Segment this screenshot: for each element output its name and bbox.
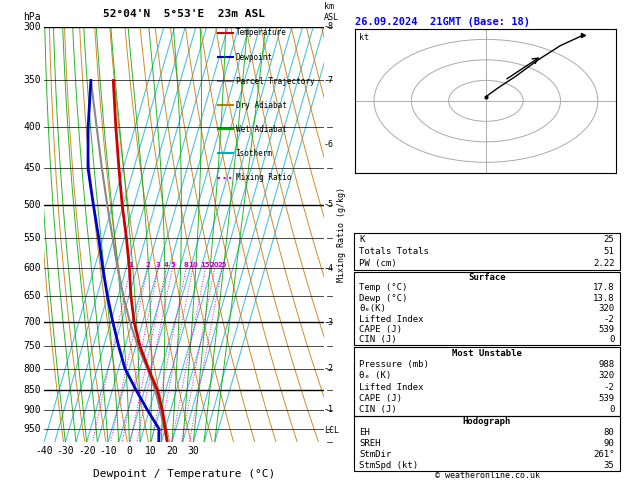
Text: 0: 0 bbox=[126, 446, 132, 456]
Text: 25: 25 bbox=[604, 235, 615, 244]
Text: -6: -6 bbox=[324, 139, 334, 149]
Text: 30: 30 bbox=[187, 446, 199, 456]
Text: 0: 0 bbox=[609, 335, 615, 345]
Text: Temp (°C): Temp (°C) bbox=[359, 283, 408, 292]
Text: EH: EH bbox=[359, 428, 370, 437]
Text: Mixing Ratio: Mixing Ratio bbox=[236, 173, 291, 182]
Text: 4: 4 bbox=[164, 262, 169, 268]
Text: StmSpd (kt): StmSpd (kt) bbox=[359, 461, 418, 470]
Text: 850: 850 bbox=[23, 385, 41, 395]
Text: Lifted Index: Lifted Index bbox=[359, 382, 424, 392]
Text: 5: 5 bbox=[170, 262, 175, 268]
Text: Dewp (°C): Dewp (°C) bbox=[359, 294, 408, 303]
Text: Pressure (mb): Pressure (mb) bbox=[359, 360, 429, 369]
Text: CAPE (J): CAPE (J) bbox=[359, 325, 402, 334]
Text: PW (cm): PW (cm) bbox=[359, 259, 397, 268]
Text: 2: 2 bbox=[145, 262, 150, 268]
Text: Temperature: Temperature bbox=[236, 29, 287, 37]
Text: SREH: SREH bbox=[359, 439, 381, 448]
Text: 539: 539 bbox=[598, 394, 615, 403]
Text: 26.09.2024  21GMT (Base: 18): 26.09.2024 21GMT (Base: 18) bbox=[355, 17, 530, 27]
Text: CIN (J): CIN (J) bbox=[359, 405, 397, 415]
Text: 0: 0 bbox=[609, 405, 615, 415]
Text: 261°: 261° bbox=[593, 450, 615, 459]
Text: 450: 450 bbox=[23, 163, 41, 173]
Text: Dewpoint: Dewpoint bbox=[236, 52, 273, 62]
Text: 500: 500 bbox=[23, 200, 41, 210]
Text: 320: 320 bbox=[598, 304, 615, 313]
Text: 300: 300 bbox=[23, 22, 41, 32]
Text: 400: 400 bbox=[23, 122, 41, 132]
Text: 700: 700 bbox=[23, 317, 41, 327]
Text: -2: -2 bbox=[604, 314, 615, 324]
Text: -5: -5 bbox=[324, 200, 334, 209]
Text: 52°04'N  5°53'E  23m ASL: 52°04'N 5°53'E 23m ASL bbox=[103, 9, 265, 19]
Text: 17.8: 17.8 bbox=[593, 283, 615, 292]
Text: 350: 350 bbox=[23, 75, 41, 86]
Text: -3: -3 bbox=[324, 318, 334, 327]
Text: θₑ(K): θₑ(K) bbox=[359, 304, 386, 313]
Text: -2: -2 bbox=[324, 364, 334, 373]
Text: 35: 35 bbox=[604, 461, 615, 470]
Text: -40: -40 bbox=[35, 446, 53, 456]
Text: Lifted Index: Lifted Index bbox=[359, 314, 424, 324]
Text: 51: 51 bbox=[604, 247, 615, 256]
Text: StmDir: StmDir bbox=[359, 450, 391, 459]
Text: hPa: hPa bbox=[23, 12, 41, 22]
Text: Most Unstable: Most Unstable bbox=[452, 348, 522, 358]
Text: K: K bbox=[359, 235, 365, 244]
Text: -7: -7 bbox=[324, 76, 334, 85]
Text: -2: -2 bbox=[604, 382, 615, 392]
Text: 90: 90 bbox=[604, 439, 615, 448]
Text: 600: 600 bbox=[23, 263, 41, 274]
Text: Mixing Ratio (g/kg): Mixing Ratio (g/kg) bbox=[337, 187, 345, 282]
Text: 550: 550 bbox=[23, 233, 41, 243]
Text: Totals Totals: Totals Totals bbox=[359, 247, 429, 256]
Text: © weatheronline.co.uk: © weatheronline.co.uk bbox=[435, 471, 540, 480]
Text: -4: -4 bbox=[324, 264, 334, 273]
Text: 80: 80 bbox=[604, 428, 615, 437]
Text: Dry Adiabat: Dry Adiabat bbox=[236, 101, 287, 110]
Text: 900: 900 bbox=[23, 405, 41, 415]
Text: 25: 25 bbox=[217, 262, 226, 268]
Text: 8: 8 bbox=[184, 262, 189, 268]
Text: θₑ (K): θₑ (K) bbox=[359, 371, 391, 381]
Text: 3: 3 bbox=[156, 262, 161, 268]
Text: Surface: Surface bbox=[468, 273, 506, 282]
Text: 10: 10 bbox=[145, 446, 157, 456]
Text: -30: -30 bbox=[57, 446, 74, 456]
Text: 20: 20 bbox=[166, 446, 178, 456]
Text: km
ASL: km ASL bbox=[324, 2, 339, 22]
Text: 2.22: 2.22 bbox=[593, 259, 615, 268]
Text: 13.8: 13.8 bbox=[593, 294, 615, 303]
Text: -20: -20 bbox=[78, 446, 96, 456]
Text: kt: kt bbox=[359, 33, 369, 42]
Text: CIN (J): CIN (J) bbox=[359, 335, 397, 345]
Text: 750: 750 bbox=[23, 341, 41, 351]
Text: Wet Adiabat: Wet Adiabat bbox=[236, 125, 287, 134]
Text: -10: -10 bbox=[99, 446, 117, 456]
Text: 15: 15 bbox=[201, 262, 210, 268]
Text: Hodograph: Hodograph bbox=[463, 417, 511, 426]
Text: 950: 950 bbox=[23, 424, 41, 434]
Text: Parcel Trajectory: Parcel Trajectory bbox=[236, 77, 314, 86]
Text: 320: 320 bbox=[598, 371, 615, 381]
Text: 1: 1 bbox=[128, 262, 133, 268]
Text: 988: 988 bbox=[598, 360, 615, 369]
Text: -1: -1 bbox=[324, 405, 334, 414]
Text: Dewpoint / Temperature (°C): Dewpoint / Temperature (°C) bbox=[93, 469, 275, 479]
Text: 10: 10 bbox=[188, 262, 198, 268]
Text: 650: 650 bbox=[23, 291, 41, 301]
Text: 800: 800 bbox=[23, 364, 41, 374]
Text: CAPE (J): CAPE (J) bbox=[359, 394, 402, 403]
Text: 539: 539 bbox=[598, 325, 615, 334]
Text: -8: -8 bbox=[324, 22, 334, 31]
Text: Isotherm: Isotherm bbox=[236, 149, 273, 158]
Text: LCL: LCL bbox=[324, 426, 339, 435]
Text: 20: 20 bbox=[210, 262, 220, 268]
